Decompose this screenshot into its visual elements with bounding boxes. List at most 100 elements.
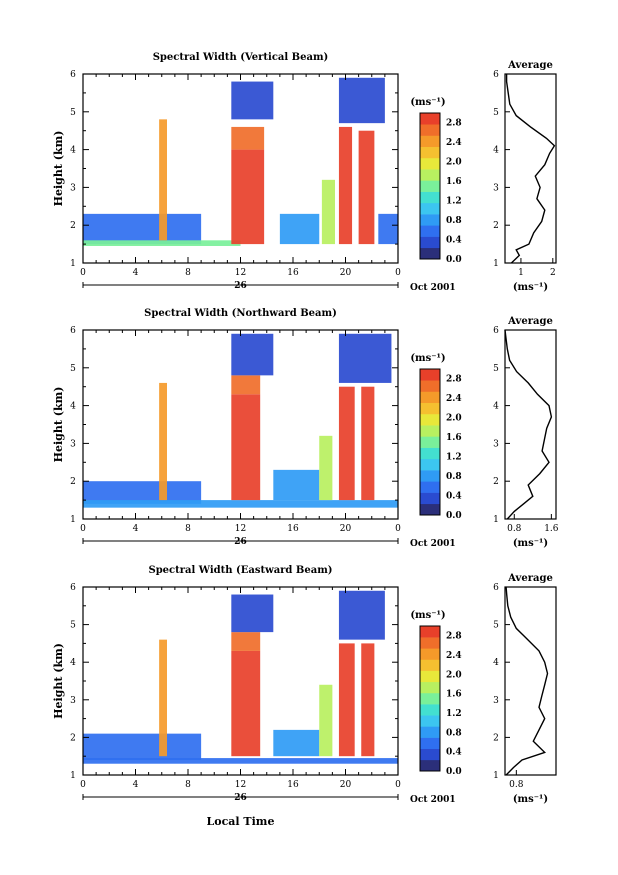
heatmap-cell — [231, 375, 261, 395]
heatmap-cell — [83, 213, 202, 245]
average-y-tick-label: 6 — [493, 70, 499, 80]
heatmap-cell — [273, 729, 320, 757]
colorbar-segment — [420, 236, 440, 249]
colorbar-segment — [420, 759, 440, 772]
average-x-tick-label: 0.8 — [507, 524, 522, 534]
colorbar-segment — [420, 715, 440, 727]
x-tick-label: 20 — [340, 524, 352, 534]
heatmap-cell — [231, 126, 265, 150]
heatmap-cell — [378, 213, 398, 245]
average-y-tick-label: 4 — [493, 658, 499, 668]
heatmap-cell — [159, 119, 167, 241]
y-tick-label: 4 — [70, 658, 76, 668]
heatmap-cell — [273, 469, 320, 501]
y-tick-label: 4 — [70, 402, 76, 412]
colorbar-segment — [420, 135, 440, 147]
y-tick-label: 5 — [70, 108, 76, 118]
average-y-tick-label: 3 — [493, 183, 499, 193]
colorbar-segment — [420, 380, 440, 392]
day-label: 26 — [234, 537, 247, 547]
average-x-tick-label: 2 — [550, 268, 556, 278]
panel-northward: Spectral Width (Northward Beam)0 4 8 12 16 20… — [52, 308, 559, 549]
x-tick-label: 0 — [395, 268, 401, 278]
y-tick-label: 4 — [70, 146, 76, 156]
colorbar-tick-label: 0.0 — [446, 511, 462, 521]
colorbar-segment — [420, 413, 440, 426]
colorbar-segment — [420, 659, 440, 671]
colorbar-tick-label: 2.4 — [446, 138, 462, 148]
average-x-tick-label: 0.8 — [509, 780, 524, 790]
heatmap-cell — [338, 126, 353, 245]
heatmap-cell — [338, 333, 392, 383]
colorbar-tick-label: 2.0 — [446, 670, 462, 680]
average-y-tick-label: 2 — [493, 221, 499, 231]
panel-title: Spectral Width (Vertical Beam) — [153, 52, 329, 63]
heatmap-cell — [83, 500, 398, 508]
colorbar-tick-label: 0.4 — [446, 236, 462, 246]
colorbar-tick-label: 2.0 — [446, 158, 462, 168]
colorbar-tick-label: 2.8 — [446, 375, 462, 385]
heatmap-cell — [279, 213, 320, 245]
colorbar-tick-label: 0.8 — [446, 216, 462, 226]
y-tick-label: 3 — [70, 439, 76, 449]
colorbar-tick-label: 2.4 — [446, 394, 462, 404]
colorbar-segment — [420, 648, 440, 660]
colorbar-unit: (ms⁻¹) — [410, 610, 445, 621]
x-tick-label: 8 — [185, 780, 191, 790]
average-frame — [504, 73, 557, 264]
colorbar-tick-label: 0.0 — [446, 767, 462, 777]
average-frame — [504, 329, 557, 520]
colorbar-frame — [419, 368, 441, 516]
colorbar-segment — [420, 470, 440, 482]
colorbar-segment — [420, 626, 440, 638]
y-tick-label: 6 — [70, 70, 76, 80]
colorbar-segment — [420, 225, 440, 237]
heatmap — [83, 77, 398, 246]
heatmap — [83, 590, 398, 764]
average-y-tick-label: 5 — [493, 364, 499, 374]
average-y-tick-label: 2 — [493, 733, 499, 743]
average-x-tick-label: 1 — [518, 268, 524, 278]
colorbar-tick-label: 2.8 — [446, 119, 462, 129]
heatmap-cell — [321, 179, 335, 245]
y-tick-label: 3 — [70, 183, 76, 193]
colorbar-tick-label: 1.2 — [446, 453, 462, 463]
average-profile-line — [505, 74, 556, 264]
y-tick-label: 1 — [70, 771, 76, 781]
colorbar-segment — [420, 180, 440, 192]
x-tick-label: 8 — [185, 268, 191, 278]
date-label: Oct 2001 — [410, 795, 456, 805]
average-y-tick-label: 6 — [493, 326, 499, 336]
average-x-label: (ms⁻¹) — [513, 538, 548, 549]
colorbar-segment — [420, 458, 440, 471]
x-axis-label: Local Time — [207, 815, 275, 828]
average-y-tick-label: 3 — [493, 439, 499, 449]
colorbar-segment — [420, 436, 440, 448]
average-y-tick-label: 5 — [493, 108, 499, 118]
colorbar-tick-label: 0.4 — [446, 492, 462, 502]
x-tick-label: 16 — [287, 780, 299, 790]
average-x-label: (ms⁻¹) — [513, 282, 548, 293]
colorbar-tick-label: 0.4 — [446, 748, 462, 758]
heatmap-cell — [231, 81, 274, 120]
heatmap-cell — [319, 435, 333, 501]
colorbar-tick-label: 0.8 — [446, 728, 462, 738]
average-x-label: (ms⁻¹) — [513, 794, 548, 805]
colorbar-segment — [420, 402, 440, 415]
colorbar-frame — [419, 112, 441, 260]
heatmap-cell — [338, 386, 355, 501]
average-y-tick-label: 4 — [493, 402, 499, 412]
panel-eastward: Spectral Width (Eastward Beam)0 4 8 12 16 20 0… — [52, 565, 557, 805]
heatmap — [83, 333, 398, 508]
average-y-tick-label: 4 — [493, 146, 499, 156]
heatmap-cell — [83, 240, 241, 246]
x-tick-label: 4 — [133, 268, 139, 278]
colorbar-segment — [420, 124, 440, 136]
y-tick-label: 3 — [70, 696, 76, 706]
x-tick-label: 0 — [395, 524, 401, 534]
average-y-tick-label: 6 — [493, 583, 499, 593]
colorbar-tick-label: 2.8 — [446, 632, 462, 642]
heatmap-cell — [83, 481, 202, 504]
x-tick-label: 16 — [287, 268, 299, 278]
